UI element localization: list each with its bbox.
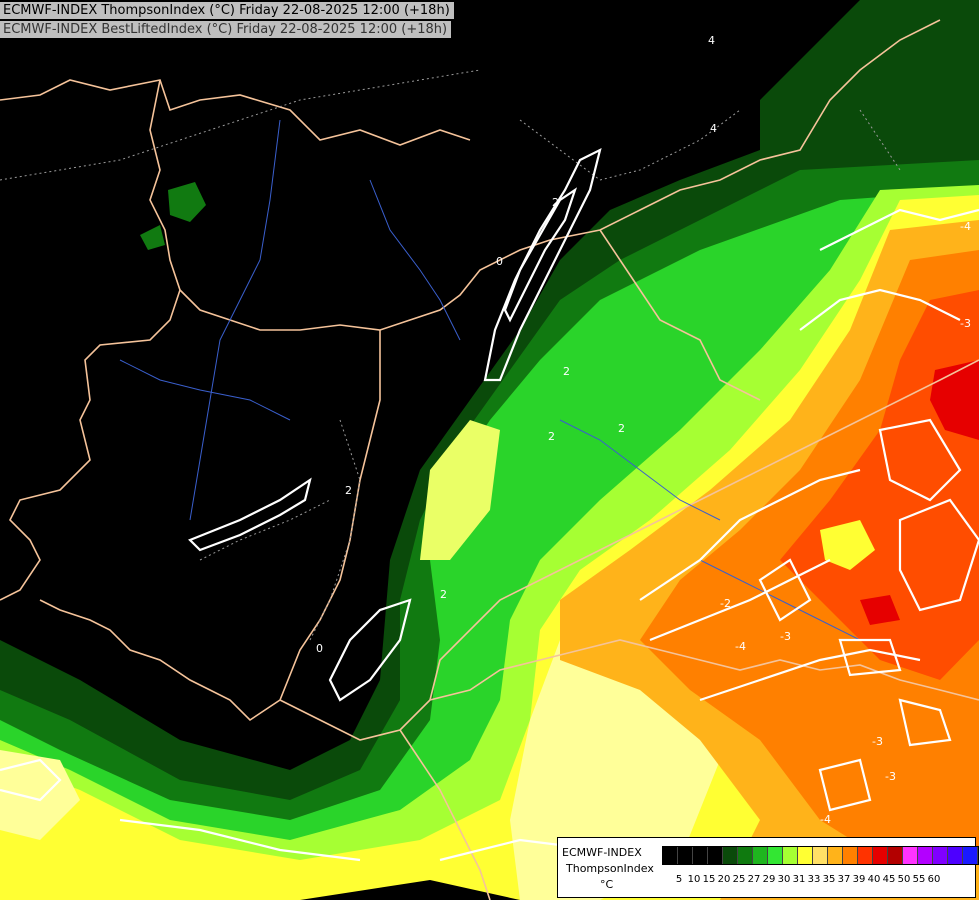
field-blob-green-2 [140,225,165,250]
map-title-primary: ECMWF-INDEX ThompsonIndex (°C) Friday 22… [0,2,454,19]
legend-tick-label: 33 [807,874,821,885]
legend-tick-label: 5 [675,874,683,885]
color-legend: ECMWF-INDEX ThompsonIndex °C 5 10 15 20 25 27… [557,837,979,898]
contour-label: -4 [820,813,831,826]
contour-label: 4 [710,122,717,135]
legend-tick-label: 40 [867,874,881,885]
contour-label: -4 [960,220,971,233]
legend-swatch [693,847,708,864]
contour-label: -2 [720,597,731,610]
legend-tick-label: 37 [837,874,851,885]
legend-tick-label: 29 [762,874,776,885]
legend-swatch [933,847,948,864]
legend-swatch [873,847,888,864]
rivers [119,119,861,641]
legend-swatch [843,847,858,864]
field-blob-green [168,182,206,222]
legend-tick-label: 60 [927,874,941,885]
contour-label: 2 [563,365,570,378]
legend-tick-label: 10 [687,874,701,885]
legend-tick-label: 15 [702,874,716,885]
legend-model: ECMWF-INDEX [562,846,642,859]
contour-label: -3 [960,317,971,330]
field-pale-yellow-ridge [420,420,500,560]
legend-parameter: ThompsonIndex [566,862,654,875]
legend-swatch [708,847,723,864]
contour-label: 2 [618,422,625,435]
legend-swatch [768,847,783,864]
legend-swatch [738,847,753,864]
legend-tick-label: 20 [717,874,731,885]
legend-swatch [918,847,933,864]
legend-swatch [888,847,903,864]
legend-tick-label: 55 [912,874,926,885]
legend-swatch [813,847,828,864]
contour-label: -3 [780,630,791,643]
contour-label: -3 [885,770,896,783]
field-red-small [860,595,900,625]
legend-swatch [948,847,963,864]
contour-label: -4 [735,640,746,653]
legend-swatch [783,847,798,864]
legend-swatch [798,847,813,864]
legend-swatch [753,847,768,864]
contour-label: 2 [345,484,352,497]
field-yellow-patch [820,520,875,570]
country-borders [0,19,979,900]
dotted-contours [0,69,901,641]
legend-swatch [963,847,978,864]
contour-labels: 2 2 2 2 0 0 -2 -3 -3 -3 -3 -4 -4 -4 4 4 … [316,34,971,826]
legend-tick-label: 39 [852,874,866,885]
contour-label: -3 [872,735,883,748]
legend-tick-label: 30 [777,874,791,885]
legend-tick-label: 25 [732,874,746,885]
legend-swatch [678,847,693,864]
map-title-secondary: ECMWF-INDEX BestLiftedIndex (°C) Friday … [0,21,452,38]
legend-swatch [663,847,678,864]
legend-swatch [858,847,873,864]
legend-tick-label: 27 [747,874,761,885]
legend-color-bar [662,846,979,865]
legend-tick-label: 31 [792,874,806,885]
legend-swatch [828,847,843,864]
field-red [930,360,979,440]
field-red-orange [780,290,979,680]
legend-swatch [723,847,738,864]
contour-label: 0 [316,642,323,655]
field-pale-yellow-west [0,750,80,840]
legend-swatch [903,847,918,864]
legend-tick-label: 50 [897,874,911,885]
field-bright-green [0,190,979,880]
contour-label: 4 [708,34,715,47]
legend-tick-label: 35 [822,874,836,885]
contour-label: 2 [552,196,559,209]
legend-tick-label: 45 [882,874,896,885]
contour-label: 2 [440,588,447,601]
contour-label: 0 [496,255,503,268]
legend-unit: °C [600,878,614,891]
contour-label: 2 [548,430,555,443]
